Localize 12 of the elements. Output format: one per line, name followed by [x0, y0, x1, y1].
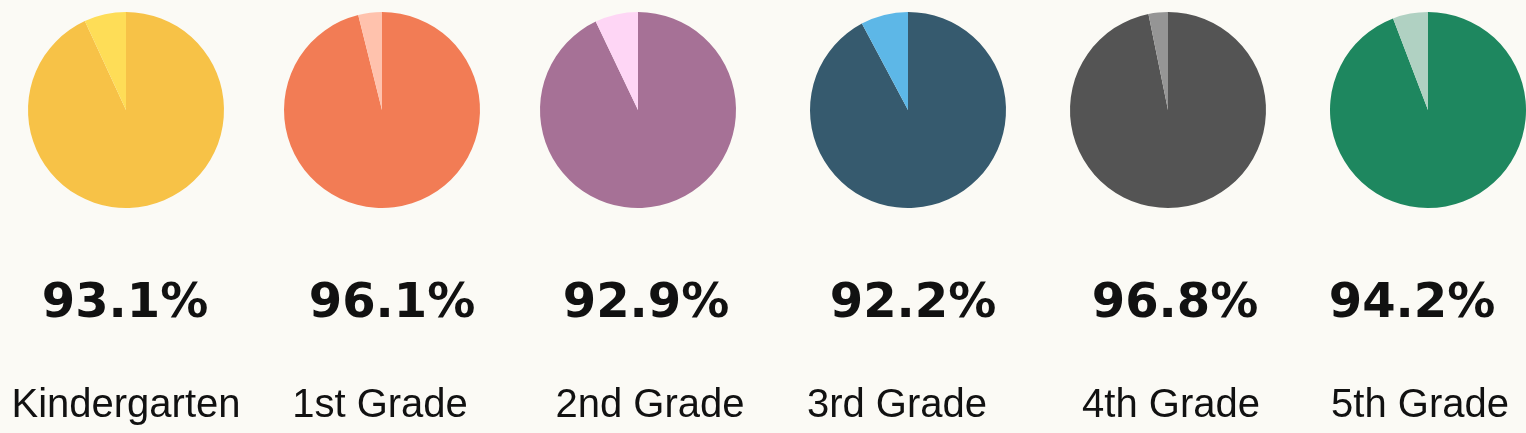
text: Kindergarten — [11, 381, 241, 425]
data-label: 92.2% — [829, 272, 997, 328]
text: 3rd Grade — [806, 381, 988, 425]
text: 1st Grade — [292, 381, 468, 425]
text: 4th Grade — [1082, 381, 1260, 425]
text: 5th Grade — [1331, 381, 1509, 425]
data-label: 92.9% — [562, 272, 730, 328]
data-label: 93.1% — [41, 272, 209, 328]
data-label: 96.1% — [308, 272, 476, 328]
data-label: 96.8% — [1091, 272, 1259, 328]
data-label: 94.2% — [1328, 272, 1496, 328]
text: 2nd Grade — [555, 381, 745, 425]
